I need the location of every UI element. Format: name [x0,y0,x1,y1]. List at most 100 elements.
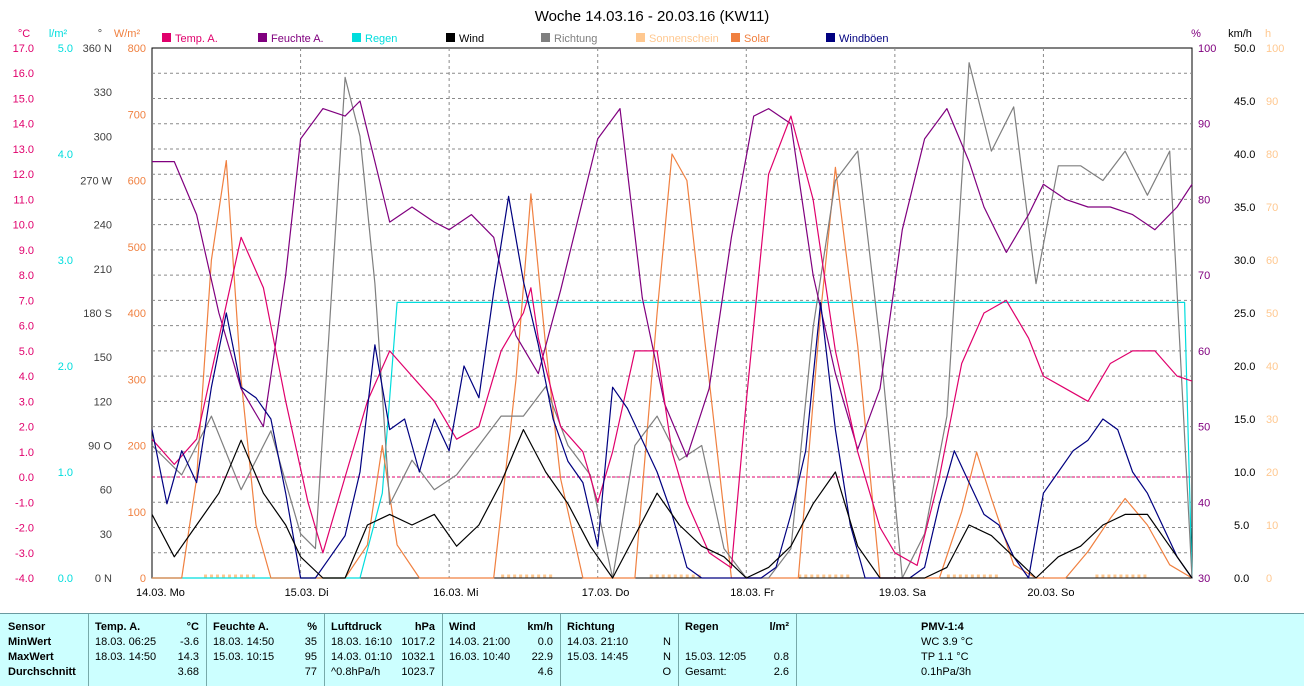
stats-value: 0.0 [537,636,553,648]
stats-panel: Sensor MinWert MaxWert Durchschnitt Temp… [0,613,1304,686]
legend-label: Regen [365,33,397,45]
sonne-tick-label: 100 [1266,43,1284,55]
temp-tick-label: 13.0 [13,144,34,156]
stats-temp-column: Temp. A. °C 18.03. 06:25 -3.6 18.03. 14:… [88,614,207,686]
feuchte-tick-label: 100 [1198,43,1216,55]
solar-tick-label: 300 [128,374,146,386]
wind-series-line [151,429,1193,579]
day-label: 18.03. Fr [730,587,774,599]
temp-tick-label: 5.0 [19,346,34,358]
stats-value: 35 [304,636,317,648]
solar-tick-label: 0 [140,573,146,585]
stats-unit: l/m² [769,621,789,633]
temp-tick-label: 17.0 [13,43,34,55]
stats-time: 14.03. 21:10 [567,636,629,648]
stats-total-label: Gesamt: [685,666,727,678]
sonne-tick-label: 20 [1266,467,1278,479]
richtung-tick-label: 330 [94,87,112,99]
wind-tick-label: 15.0 [1234,414,1255,426]
legend-label: Windböen [839,33,889,45]
legend-label: Sonnenschein [649,33,719,45]
sonne-tick-label: 30 [1266,414,1278,426]
stats-value: 1017.2 [401,636,435,648]
stats-header: Luftdruck [331,621,382,633]
stats-value: 0.8 [773,651,789,663]
solar-tick-label: 600 [128,176,146,188]
stats-value: N [663,651,671,663]
legend-swatch [826,33,835,42]
stats-time: 15.03. 14:45 [567,651,629,663]
day-label: 17.03. Do [582,587,630,599]
richtung-tick-label: 0 N [95,573,112,585]
richtung-axis-unit: ° [98,28,102,40]
stats-pmv-value: TP 1.1 °C [921,651,969,663]
stats-time: 15.03. 12:05 [685,651,747,663]
stats-row-label: Durchschnitt [8,666,76,678]
sonne-tick-label: 50 [1266,308,1278,320]
sonne-tick-label: 10 [1266,520,1278,532]
stats-trend: ^0.8hPa/h [331,666,381,678]
legend: Temp. A. Feuchte A. Regen Wind Richtung Sonne… [162,33,889,45]
temp-tick-label: 2.0 [19,422,34,434]
temp-tick-label: 16.0 [13,68,34,80]
legend-swatch [446,33,455,42]
regen-tick-label: 0.0 [58,573,73,585]
stats-time: 18.03. 14:50 [213,636,275,648]
solar-tick-label: 700 [128,109,146,121]
feuchte-tick-label: 70 [1198,270,1210,282]
richtung-tick-label: 180 S [83,308,112,320]
stats-header: Regen [685,621,719,633]
regen-tick-label: 3.0 [58,255,73,267]
y-axes: 17.0 16.0 15.0 14.0 13.0 12.0 11.0 10.0 9.0 8.0 7.… [13,43,1285,585]
stats-header: Richtung [567,621,615,633]
temp-tick-label: 1.0 [19,447,34,459]
legend-swatch [352,33,361,42]
plot-area [151,47,1193,579]
legend-swatch [731,33,740,42]
temp-tick-label: 10.0 [13,220,34,232]
feuchte-tick-label: 40 [1198,497,1210,509]
temp-tick-label: -1.0 [15,497,34,509]
regen-tick-label: 4.0 [58,149,73,161]
regen-tick-label: 5.0 [58,43,73,55]
wind-axis-unit: km/h [1228,28,1252,40]
temp-tick-label: 6.0 [19,321,34,333]
day-label: 15.03. Di [285,587,329,599]
richtung-tick-label: 30 [100,529,112,541]
day-label: 20.03. So [1027,587,1074,599]
stats-time: 14.03. 21:00 [449,636,511,648]
sonne-tick-label: 70 [1266,202,1278,214]
feuchte-tick-label: 30 [1198,573,1210,585]
stats-value: 1032.1 [401,651,435,663]
solar-axis-unit: W/m² [114,28,141,40]
chart-title: Woche 14.03.16 - 20.03.16 (KW11) [535,8,770,25]
stats-time: 18.03. 16:10 [331,636,393,648]
temp-tick-label: -4.0 [15,573,34,585]
temp-tick-label: 8.0 [19,270,34,282]
sonne-axis-unit: h [1265,28,1271,40]
legend-label: Temp. A. [175,33,218,45]
wind-tick-label: 35.0 [1234,202,1255,214]
sonne-tick-label: 0 [1266,573,1272,585]
stats-value: 14.3 [177,651,199,663]
temp-tick-label: -3.0 [15,548,34,560]
wind-tick-label: 5.0 [1234,520,1249,532]
wind-tick-label: 30.0 [1234,255,1255,267]
day-label: 19.03. Sa [879,587,927,599]
richtung-tick-label: 270 W [80,176,112,188]
solar-tick-label: 200 [128,441,146,453]
stats-row-label: MinWert [8,636,52,648]
stats-time: 14.03. 01:10 [331,651,393,663]
stats-pmv-value: 0.1hPa/3h [921,666,972,678]
feuchte-tick-label: 90 [1198,119,1210,131]
temp-tick-label: 4.0 [19,371,34,383]
axis-units: °C l/m² ° W/m²% km/h h [18,28,1271,40]
stats-value: 77 [304,666,317,678]
stats-time: 18.03. 06:25 [95,636,157,648]
grid [152,48,1192,578]
feuchte-tick-label: 60 [1198,346,1210,358]
wind-tick-label: 25.0 [1234,308,1255,320]
wind-tick-label: 40.0 [1234,149,1255,161]
stats-feuchte-column: Feuchte A. % 18.03. 14:50 35 15.03. 10:1… [206,614,325,686]
stats-header: Sensor [8,621,46,633]
